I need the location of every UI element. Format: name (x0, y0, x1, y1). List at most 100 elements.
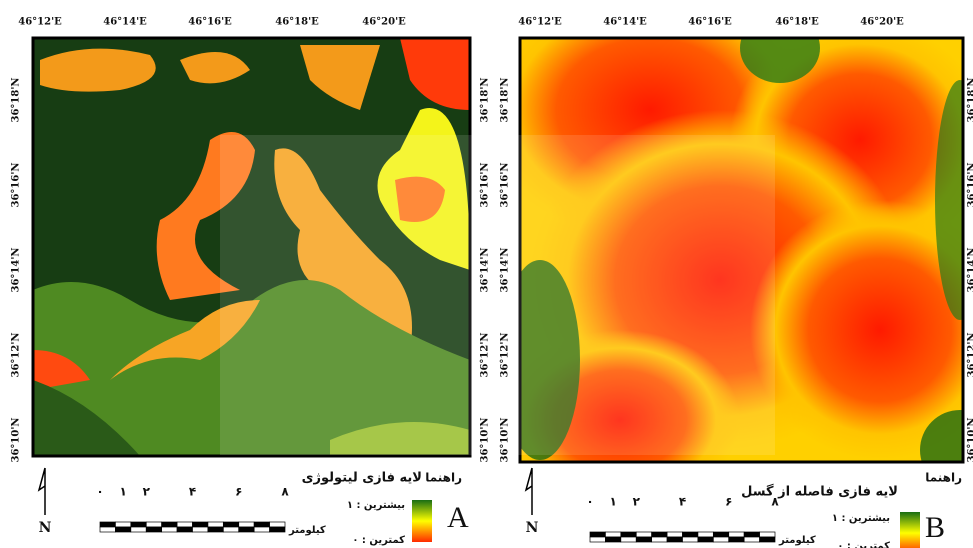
map-a (33, 38, 470, 456)
scale-bar-segment (269, 526, 286, 533)
scale-bar-segment (605, 531, 622, 538)
scale-bar-segment (130, 521, 147, 528)
scale-bar-segment (635, 531, 653, 538)
longitude-label: 46°12'E (518, 17, 562, 28)
latitude-label: 36°14'N (967, 247, 973, 292)
scale-tick-label: ۱ (609, 495, 616, 509)
latitude-label: 36°12'N (480, 332, 491, 377)
panel-letter: A (447, 501, 469, 534)
latitude-label: 36°10'N (480, 417, 491, 462)
latitude-label: 36°16'N (11, 162, 22, 207)
longitude-label: 46°14'E (603, 17, 647, 28)
scale-unit: کیلومتر (288, 525, 326, 536)
longitude-label: 46°18'E (275, 17, 319, 28)
frame-a (31, 36, 472, 458)
scale-bar-segment (743, 531, 760, 538)
scale-bar-segment (743, 536, 760, 543)
scale-bar-segment (269, 521, 286, 528)
scale-tick-label: ۰ (96, 485, 103, 499)
scale-bar-segment (207, 521, 224, 528)
legend-title: لایه فازی لیتولوژی (302, 471, 422, 486)
scale-bar-segment (712, 536, 730, 543)
frame-b (518, 36, 965, 464)
scale-bar-segment (651, 536, 668, 543)
scale-bar-segment (589, 531, 606, 538)
scale-bar-segment (759, 531, 776, 538)
scale-bar-segment (115, 526, 132, 533)
scale-tick-label: ۲ (143, 485, 151, 499)
scale-tick-label: ۴ (679, 495, 686, 509)
longitude-label: 46°18'E (775, 17, 819, 28)
longitude-label: 46°12'E (18, 17, 62, 28)
scale-bar-segment (728, 536, 745, 543)
north-arrow (37, 467, 46, 515)
scale-bar-segment (176, 521, 193, 528)
longitude-label: 46°16'E (188, 17, 232, 28)
legend-title: لایه فازی فاصله از گسل (741, 484, 898, 500)
scale-bar-segment (99, 526, 116, 533)
scale-tick-label: ۰ (586, 495, 593, 509)
latitude-label: 36°12'N (500, 332, 511, 377)
north-label: N (39, 520, 52, 536)
latitude-label: 36°14'N (480, 247, 491, 292)
scale-bar-segment (682, 531, 699, 538)
scale-bar-segment (620, 536, 637, 543)
scale-bar-segment (161, 521, 178, 528)
panel-letter: B (925, 511, 945, 544)
latitude-label: 36°18'N (11, 77, 22, 122)
latitude-label: 36°18'N (480, 77, 491, 122)
scale-bar-segment (192, 521, 209, 528)
legend-min: کمترین : ۰ (837, 541, 890, 548)
scale-bar-segment (635, 536, 653, 543)
longitude-label: 46°16'E (688, 17, 732, 28)
scale-bar-segment (238, 526, 255, 533)
scale-bar-segment (620, 531, 637, 538)
scale-bar-segment (222, 526, 240, 533)
latitude-label: 36°16'N (480, 162, 491, 207)
latitude-label: 36°12'N (11, 332, 22, 377)
scale-bar-segment (115, 521, 132, 528)
north-label: N (526, 520, 539, 536)
latitude-label: 36°18'N (967, 77, 973, 122)
scale-bar-segment (99, 521, 116, 528)
legend-ramp (412, 500, 432, 542)
scale-tick-label: ۸ (771, 495, 779, 509)
scale-bar-segment (759, 536, 776, 543)
longitude-label: 46°20'E (362, 17, 406, 28)
watermark (220, 135, 775, 455)
scale-tick-label: ۱ (119, 485, 126, 499)
scale-bar-segment (161, 526, 178, 533)
scale-bar-segment (192, 526, 209, 533)
legend-max: بیشترین : ۱ (347, 500, 405, 511)
latitude-label: 36°10'N (500, 417, 511, 462)
scale-bar-segment (589, 536, 606, 543)
scale-bar-segment (651, 531, 668, 538)
scale-bar-segment (253, 521, 270, 528)
legend-max: بیشترین : ۱ (832, 513, 890, 524)
scale-bar-segment (605, 536, 622, 543)
scale-bar-segment (666, 536, 683, 543)
scale-bar-segment (697, 536, 714, 543)
scale-tick-label: ۶ (725, 495, 732, 509)
longitude-label: 46°20'E (860, 17, 904, 28)
scale-bar-segment (145, 521, 163, 528)
longitude-label: 46°14'E (103, 17, 147, 28)
latitude-label: 36°10'N (11, 417, 22, 462)
legend-heading: راهنما (425, 471, 462, 485)
scale-bar-segment (666, 531, 683, 538)
scale-bar-segment (130, 526, 147, 533)
scale-bar-segment (176, 526, 193, 533)
scale-tick-label: ۲ (633, 495, 641, 509)
legend-ramp (900, 512, 920, 548)
latitude-label: 36°18'N (500, 77, 511, 122)
scale-bar-segment (238, 521, 255, 528)
map-b (520, 38, 963, 462)
scale-bar-segment (728, 531, 745, 538)
north-arrow (524, 467, 533, 515)
scale-bar-segment (222, 521, 240, 528)
latitude-label: 36°14'N (500, 247, 511, 292)
latitude-label: 36°10'N (967, 417, 973, 462)
scale-tick-label: ۸ (281, 485, 289, 499)
scale-bar-segment (207, 526, 224, 533)
